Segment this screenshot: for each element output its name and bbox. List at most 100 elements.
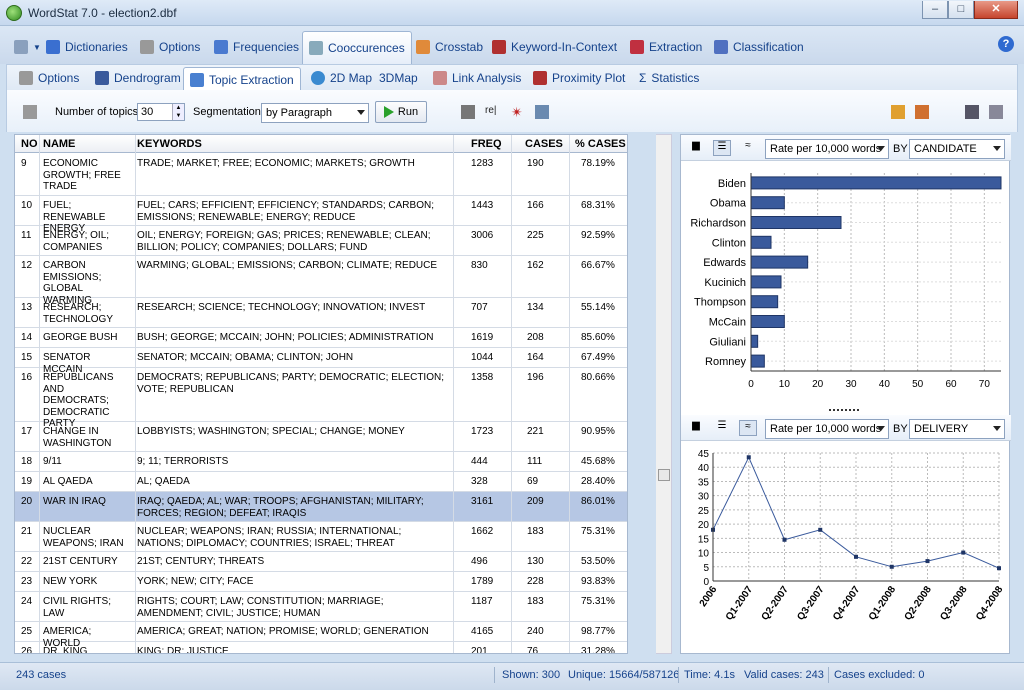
table-row[interactable]: 9 ECONOMIC GROWTH; FREE TRADE TRADE; MARKE… [15,154,627,196]
subtab-2d-map[interactable]: 2D Map [305,67,378,89]
subtab-topic-extraction[interactable]: Topic Extraction [183,67,301,92]
cell-cases: 76 [527,646,539,654]
line-chart-icon[interactable]: ≈ [745,140,751,151]
header-pct-cases[interactable]: % CASES [575,138,626,150]
frequencies-icon [214,40,228,54]
table-row[interactable]: 11 ENERGY; OIL; COMPANIES OIL; ENERGY; FOR… [15,226,627,256]
table-row[interactable]: 14 GEORGE BUSH BUSH; GEORGE; MCCAIN; JOHN;… [15,328,627,348]
header-name[interactable]: NAME [43,138,76,150]
cell-freq: 1619 [471,332,494,343]
help-icon[interactable]: ? [998,36,1014,52]
close-button[interactable]: ✕ [974,1,1018,19]
hbar-chart-icon[interactable]: ☰ [713,140,731,156]
chart1-measure-select[interactable]: Rate per 10,000 words [765,139,889,159]
table-row[interactable]: 18 9/11 9; 11; TERRORISTS 444 111 45.68% [15,452,627,472]
bar-chart-icon[interactable]: ▆ [692,420,700,431]
tab-dictionaries[interactable]: Dictionaries [40,34,134,60]
cell-keywords: FUEL; CARS; EFFICIENT; EFFICIENCY; STAND… [137,200,434,223]
topics-stepper[interactable]: 30 ▲ ▼ [137,103,185,121]
table-row[interactable]: 20 WAR IN IRAQ IRAQ; QAEDA; AL; WAR; TROOP… [15,492,627,522]
cell-cases: 240 [527,626,544,637]
cell-no: 13 [21,302,33,313]
hbar-chart-icon[interactable]: ☰ [717,420,727,431]
subtab-3dmap[interactable]: 3DMap [379,71,418,85]
cell-keywords: KING; DR; JUSTICE [137,646,229,654]
header-freq[interactable]: FREQ [471,138,502,150]
save-icon[interactable] [965,105,979,119]
line-chart-icon[interactable]: ≈ [739,420,757,436]
table-row[interactable]: 19 AL QAEDA AL; QAEDA 328 69 28.40% [15,472,627,492]
cell-cases: 130 [527,556,544,567]
scrollbar-thumb[interactable] [658,469,670,481]
cell-cases: 111 [527,456,543,467]
table-row[interactable]: 23 NEW YORK YORK; NEW; CITY; FACE 1789 228 93… [15,572,627,592]
cell-name: 9/11 [43,456,62,467]
column-divider [511,135,512,653]
table-row[interactable]: 25 AMERICA; WORLD AMERICA; GREAT; NATION; … [15,622,627,649]
tree-icon[interactable] [915,105,929,119]
chart2-by-select[interactable]: DELIVERY [909,419,1005,439]
tab-classification[interactable]: Classification [708,34,810,60]
maximize-button[interactable]: □ [948,1,974,19]
tab-frequencies[interactable]: Frequencies [208,34,305,60]
segmentation-select[interactable]: by Paragraph [261,103,369,123]
cell-keywords: SENATOR; MCCAIN; OBAMA; CLINTON; JOHN [137,352,354,363]
stepper-arrows-icon[interactable]: ▲ ▼ [172,104,184,120]
subtab-statistics[interactable]: Σ Statistics [639,71,700,85]
table-row[interactable]: 16 REPUBLICANS AND DEMOCRATS; DEMOCRATIC … [15,368,627,429]
tab-cooccurences[interactable]: Cooccurences [302,31,412,64]
chart2-measure-select[interactable]: Rate per 10,000 words [765,419,889,439]
chart1-toolbar: ▆ ☰ ≈ Rate per 10,000 words BY CANDIDATE [681,135,1011,161]
cell-name: REPUBLICANS AND DEMOCRATS; DEMOCRATIC PA… [43,372,114,429]
by-label: BY [893,143,908,155]
table-row[interactable]: 10 FUEL; RENEWABLE ENERGY FUEL; CARS; EFFI… [15,196,627,234]
header-cases[interactable]: CASES [525,138,563,150]
subtab-options[interactable]: Options [13,67,85,89]
table-row[interactable]: 22 21ST CENTURY 21ST; CENTURY; THREATS 496 1… [15,552,627,572]
table-row[interactable]: 17 CHANGE IN WASHINGTON LOBBYISTS; WASHING… [15,422,627,452]
table-row[interactable]: 24 CIVIL RIGHTS; LAW RIGHTS; COURT; LAW; C… [15,592,627,622]
classification-icon [714,40,728,54]
preview-icon[interactable] [535,105,549,119]
data-point [889,564,894,569]
trash-icon[interactable] [461,105,475,119]
regex-button[interactable]: re| [485,105,497,116]
tab-extraction[interactable]: Extraction [624,34,708,60]
bar-chart-icon[interactable]: ▆ [692,140,700,151]
header-no[interactable]: NO [21,138,38,150]
table-row[interactable]: 12 CARBON EMISSIONS; GLOBAL WARMING WARMIN… [15,256,627,306]
menu-dropdown-button[interactable]: ▼ [8,34,47,60]
cell-cases: 225 [527,230,544,241]
cell-pct: 53.50% [581,556,615,567]
minimize-button[interactable]: – [922,1,948,19]
tab-keyword-in-context[interactable]: Keyword-In-Context [486,34,623,60]
split-icon[interactable]: ✴ [511,104,523,120]
subtab-proximity-plot[interactable]: Proximity Plot [527,67,631,89]
settings-icon[interactable] [23,105,37,119]
tab-options[interactable]: Options [134,34,206,60]
print-icon[interactable] [989,105,1003,119]
subtab-link-analysis[interactable]: Link Analysis [427,67,527,89]
header-keywords[interactable]: KEYWORDS [137,138,202,150]
table-export-icon[interactable] [891,105,905,119]
chevron-down-icon [877,146,885,151]
table-scrollbar[interactable] [656,134,672,654]
subtab-dendrogram[interactable]: Dendrogram [89,67,187,89]
status-unique: Unique: 15664/587126 [568,669,680,681]
cell-no: 15 [21,352,33,363]
table-row[interactable]: 13 RESEARCH; TECHNOLOGY RESEARCH; SCIENCE;… [15,298,627,328]
tab-crosstab[interactable]: Crosstab [410,34,489,60]
map-2d-icon [311,71,325,85]
table-row[interactable]: 15 SENATOR MCCAIN SENATOR; MCCAIN; OBAMA; … [15,348,627,375]
run-button[interactable]: Run [375,101,427,123]
data-point [818,527,823,532]
cell-no: 12 [21,260,33,271]
splitter-handle[interactable] [829,409,859,412]
dendrogram-icon [95,71,109,85]
chart1-by-select[interactable]: CANDIDATE [909,139,1005,159]
x-tick-label: 20 [812,379,824,390]
table-row[interactable]: 26 DR. KING KING; DR; JUSTICE 201 76 31.28% [15,642,627,654]
table-row[interactable]: 21 NUCLEAR WEAPONS; IRAN NUCLEAR; WEAPONS;… [15,522,627,552]
y-tick-label: 15 [698,534,710,545]
cell-freq: 496 [471,556,488,567]
